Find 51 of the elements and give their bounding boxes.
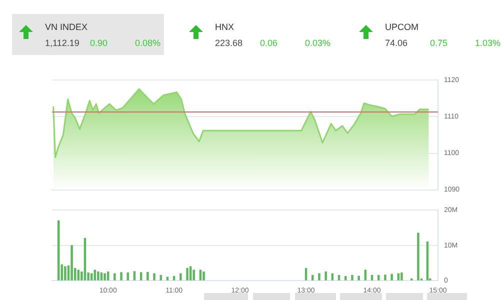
bar [192, 270, 195, 280]
bar [104, 273, 106, 280]
bar [160, 274, 162, 280]
bar [114, 273, 116, 280]
bar [338, 274, 340, 280]
text: 74.06 [385, 38, 408, 48]
text: 1.03% [475, 38, 501, 48]
bar [364, 270, 367, 280]
text: 0.90 [90, 38, 108, 48]
bar [64, 266, 66, 280]
bar [202, 271, 205, 280]
bar [370, 274, 374, 280]
bar [318, 273, 320, 280]
text: 223.68 [215, 38, 243, 48]
bar [133, 271, 136, 280]
bar [358, 276, 360, 280]
bar [140, 272, 142, 280]
text: 0.08% [135, 38, 161, 48]
bar [77, 270, 80, 280]
text: HNX [215, 22, 234, 32]
bar [312, 274, 314, 280]
text: 0.06 [260, 38, 278, 48]
text: UPCOM [385, 22, 418, 32]
text: 0.03% [305, 38, 331, 48]
text: 0.75 [430, 38, 448, 48]
text: 1,112.19 [45, 38, 80, 48]
bar [70, 245, 73, 280]
bar [94, 270, 96, 280]
bar [126, 272, 130, 280]
bar [397, 273, 400, 280]
bar [189, 266, 192, 280]
bar [180, 273, 182, 280]
bar [324, 271, 327, 280]
bar [199, 270, 202, 280]
text: VN INDEX [45, 22, 88, 32]
bar [172, 276, 176, 280]
bar [100, 272, 103, 280]
bar [90, 273, 93, 280]
bar [120, 272, 122, 280]
bar [390, 274, 393, 280]
bar [351, 274, 354, 280]
bar [344, 276, 347, 280]
bar [377, 274, 380, 280]
bar [331, 273, 334, 280]
bar [400, 272, 403, 280]
bar [384, 274, 386, 280]
bar [146, 272, 149, 280]
bar [186, 268, 188, 280]
bar [97, 271, 100, 280]
bar [417, 232, 420, 280]
bar [153, 273, 156, 280]
